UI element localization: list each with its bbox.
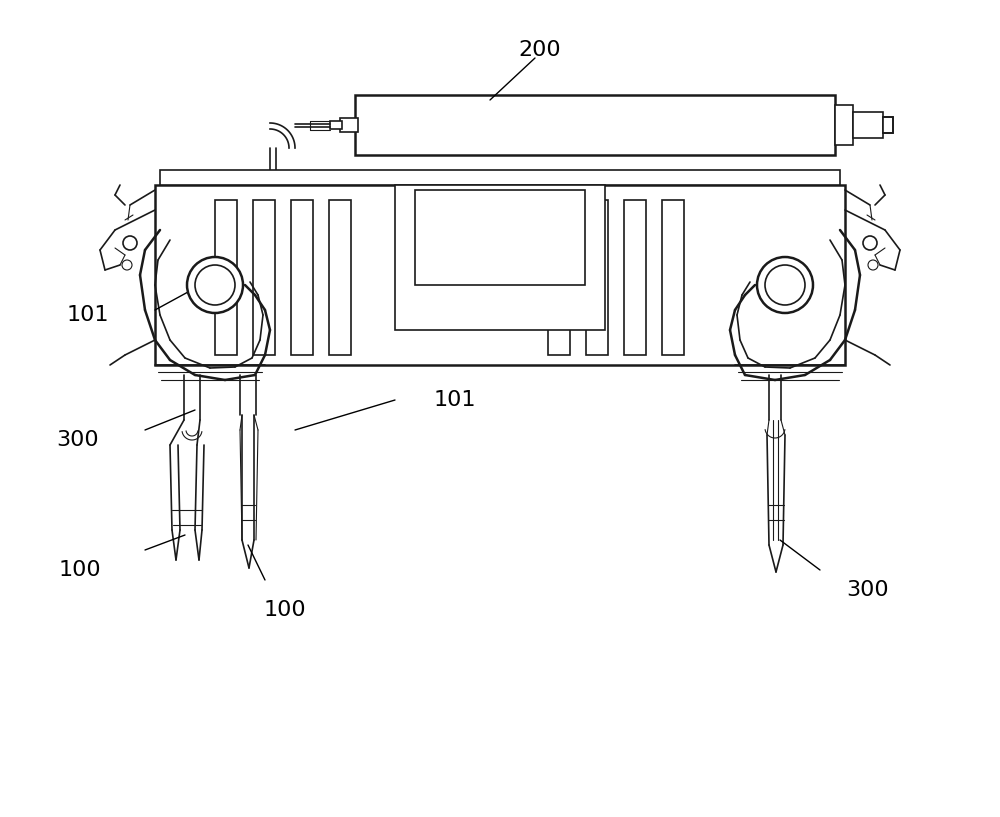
Bar — [291, 200, 313, 355]
Circle shape — [195, 265, 235, 305]
Bar — [395, 185, 605, 330]
Bar — [883, 117, 893, 133]
Bar — [415, 190, 585, 285]
Text: 100: 100 — [59, 560, 101, 580]
Bar — [330, 121, 342, 129]
Bar — [340, 118, 358, 132]
Circle shape — [863, 236, 877, 250]
Text: 300: 300 — [847, 580, 889, 600]
Circle shape — [122, 260, 132, 270]
Circle shape — [765, 265, 805, 305]
Bar — [329, 200, 351, 355]
Bar — [548, 200, 570, 355]
Bar — [853, 112, 883, 138]
Circle shape — [757, 257, 813, 313]
Circle shape — [123, 236, 137, 250]
Bar — [586, 200, 608, 355]
Bar — [155, 185, 845, 365]
Bar — [160, 170, 840, 185]
Circle shape — [187, 257, 243, 313]
Text: 101: 101 — [67, 305, 109, 325]
Bar — [355, 95, 835, 155]
Bar — [215, 200, 237, 355]
Text: 100: 100 — [264, 600, 306, 620]
Circle shape — [868, 260, 878, 270]
Text: 200: 200 — [519, 40, 561, 60]
Text: 300: 300 — [57, 430, 99, 450]
Text: 101: 101 — [434, 390, 476, 410]
Bar — [624, 200, 646, 355]
Bar — [662, 200, 684, 355]
Bar — [835, 105, 853, 145]
Bar — [253, 200, 275, 355]
